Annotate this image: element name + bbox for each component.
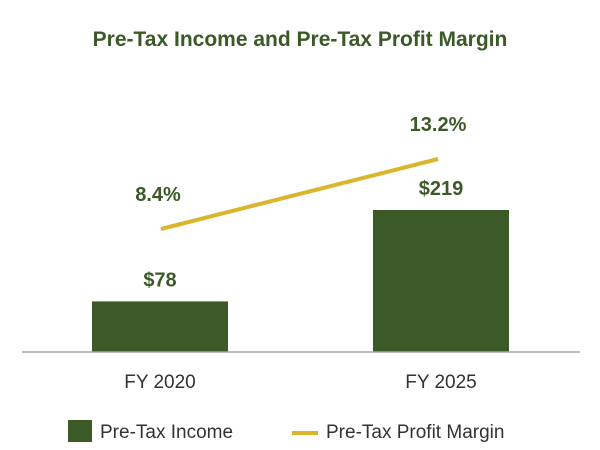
legend-label-pre-tax-profit-margin: Pre-Tax Profit Margin [326, 422, 504, 443]
x-tick-label-1: FY 2025 [405, 372, 476, 393]
bar-pre-tax-income-0 [92, 301, 228, 352]
bar-pre-tax-income-1 [373, 210, 509, 352]
margin-line-group: 8.4% 13.2% [135, 114, 467, 231]
line-value-label-1: 13.2% [410, 114, 467, 136]
bars-group: $78 $219 [92, 178, 509, 352]
legend-swatch-pre-tax-income [68, 420, 92, 442]
line-value-label-0: 8.4% [135, 184, 181, 206]
line-pre-tax-profit-margin [160, 157, 439, 231]
bar-value-label-1: $219 [419, 178, 464, 200]
legend-label-pre-tax-income: Pre-Tax Income [100, 422, 233, 443]
x-tick-labels: FY 2020 FY 2025 [124, 372, 476, 393]
x-tick-label-0: FY 2020 [124, 372, 195, 393]
chart-title: Pre-Tax Income and Pre-Tax Profit Margin [93, 28, 508, 51]
bar-value-label-0: $78 [143, 269, 176, 291]
legend: Pre-Tax Income Pre-Tax Profit Margin [68, 420, 504, 443]
